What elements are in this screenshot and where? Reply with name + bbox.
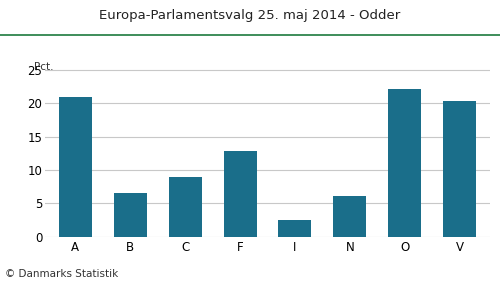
Text: Pct.: Pct. xyxy=(34,62,54,72)
Bar xyxy=(224,151,256,237)
Text: Europa-Parlamentsvalg 25. maj 2014 - Odder: Europa-Parlamentsvalg 25. maj 2014 - Odd… xyxy=(100,9,401,22)
Bar xyxy=(278,220,312,237)
Bar xyxy=(388,89,422,237)
Bar xyxy=(334,196,366,237)
Bar xyxy=(168,177,202,237)
Bar xyxy=(58,96,92,237)
Text: © Danmarks Statistik: © Danmarks Statistik xyxy=(5,269,118,279)
Bar xyxy=(444,101,476,237)
Bar xyxy=(114,193,146,237)
